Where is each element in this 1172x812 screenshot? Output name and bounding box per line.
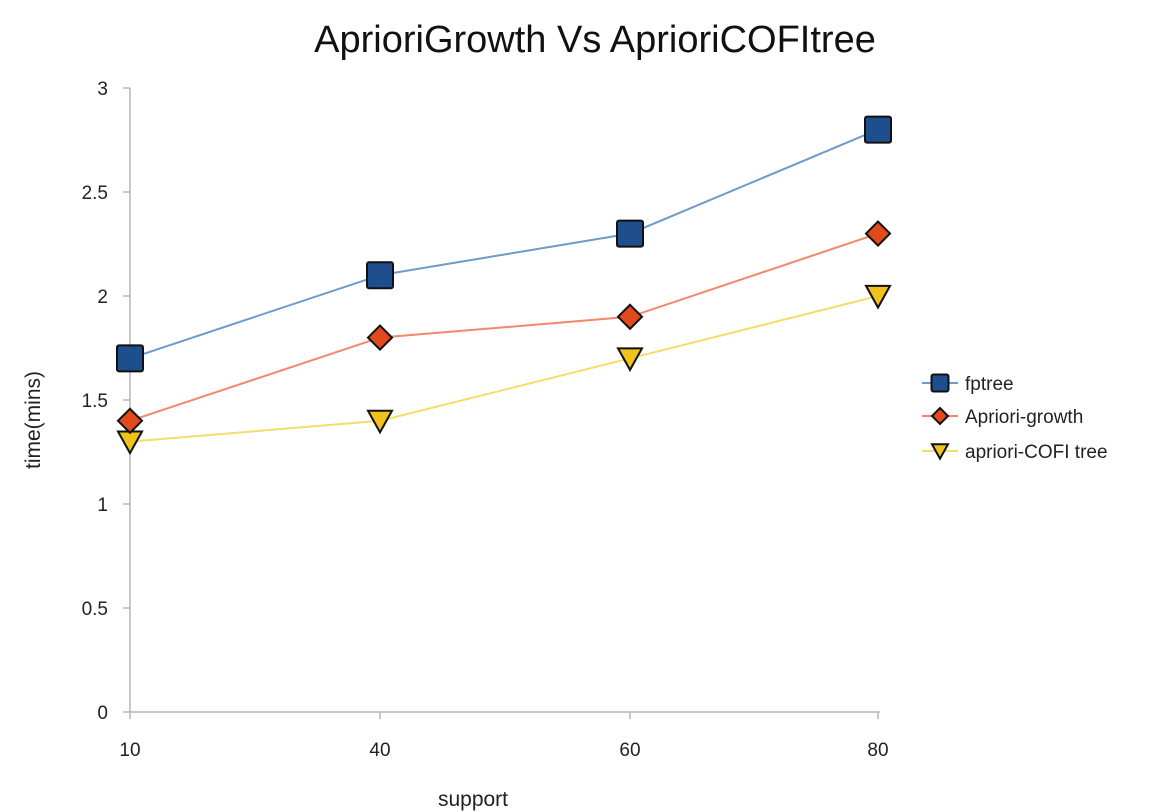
x-axis-label: support [438,788,508,811]
y-tick-label: 0.5 [82,599,108,620]
data-point [116,430,144,456]
chart-title: AprioriGrowth Vs AprioriCOFItree [314,19,876,61]
series-line-2 [129,295,879,443]
data-point [366,324,394,352]
x-tick-label: 80 [867,740,888,761]
series-line-1 [129,232,879,422]
legend: fptree Apriori-growth apriori-COFI tree [922,373,1108,463]
data-point [864,115,892,144]
legend-marker [930,443,950,461]
axes: 0 0.5 1 1.5 2 2.5 3 10 40 60 80 [82,79,889,761]
data-point [366,409,394,435]
legend-label: fptree [965,374,1014,395]
y-tick-label: 2 [97,287,108,308]
legend-marker [930,373,950,393]
legend-label: Apriori-growth [965,407,1083,428]
y-tick-label: 3 [97,79,108,100]
y-tick-label: 1 [97,495,108,516]
data-point [616,303,644,331]
x-tick-label: 60 [619,740,640,761]
y-tick-label: 1.5 [82,391,108,412]
series-line-0 [129,128,879,360]
data-point [616,347,644,372]
data-point [116,344,144,373]
data-point [366,261,394,290]
x-tick-label: 40 [369,740,390,761]
data-point [864,284,892,310]
y-tick-label: 0 [97,703,108,724]
x-tick-label: 10 [119,740,140,761]
data-point [864,220,892,248]
series-layer [116,115,892,456]
y-axis-label: time(mins) [22,371,45,469]
data-point [616,219,644,248]
data-point [116,407,144,435]
legend-label: apriori-COFI tree [965,442,1108,463]
y-tick-label: 2.5 [82,183,108,204]
legend-marker [930,406,950,426]
